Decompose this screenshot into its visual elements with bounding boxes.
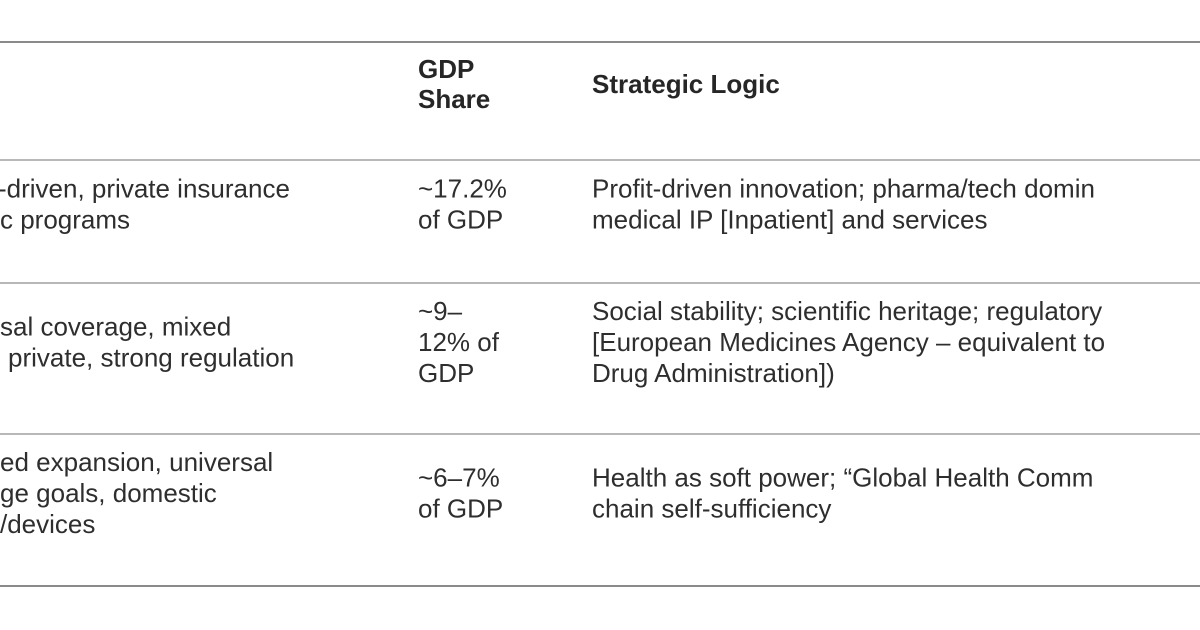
table-cell-line: Profit-driven innovation; pharma/tech do… bbox=[592, 173, 1095, 203]
table-cell-line: of GDP bbox=[418, 204, 503, 234]
table-cell-line: ~6–7% bbox=[418, 462, 500, 492]
table-cell-line: -driven, private insurance bbox=[0, 173, 290, 203]
table-cell-line: ~9– bbox=[418, 296, 463, 326]
header-cell: Share bbox=[418, 84, 490, 114]
table-cell-line: Drug Administration]) bbox=[592, 358, 835, 388]
table-cell-line: /devices bbox=[0, 509, 95, 539]
table-cell-line: private, strong regulation bbox=[8, 342, 294, 372]
table-cell-line: ~17.2% bbox=[418, 173, 507, 203]
table-cell-line: Health as soft power; “Global Health Com… bbox=[592, 462, 1093, 492]
table-cell-line: chain self-sufficiency bbox=[592, 493, 831, 523]
table-cell-line: [European Medicines Agency – equivalent … bbox=[592, 327, 1105, 357]
table-cell-line: GDP bbox=[418, 358, 474, 388]
table-cell-line: 12% of bbox=[418, 327, 500, 357]
table-cell-line: of GDP bbox=[418, 493, 503, 523]
header-cell: Strategic Logic bbox=[592, 69, 780, 99]
header-cell: GDP bbox=[418, 54, 474, 84]
table-cell-line: ge goals, domestic bbox=[0, 478, 217, 508]
table-cell-line: ed expansion, universal bbox=[0, 447, 273, 477]
table-cell-line: c programs bbox=[0, 204, 130, 234]
table-cell-line: Social stability; scientific heritage; r… bbox=[592, 296, 1102, 326]
table-cell-line: medical IP [Inpatient] and services bbox=[592, 204, 988, 234]
table-cell-line: sal coverage, mixed bbox=[0, 311, 231, 341]
